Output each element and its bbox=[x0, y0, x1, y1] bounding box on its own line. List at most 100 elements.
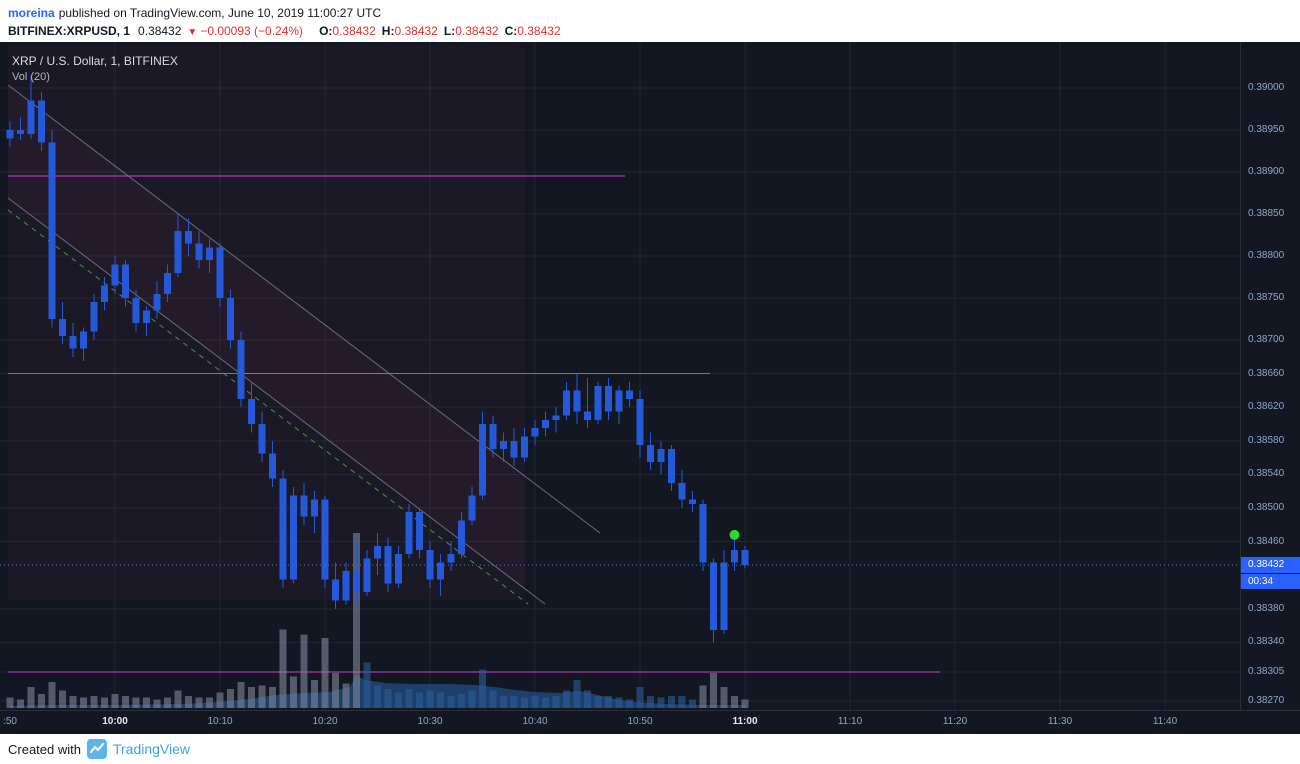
volume-bar bbox=[311, 680, 318, 708]
time-axis-label: 10:30 bbox=[417, 716, 443, 727]
candle bbox=[731, 550, 738, 563]
channel-fill bbox=[8, 85, 525, 589]
down-arrow-icon: ▼ bbox=[187, 27, 198, 38]
volume-bar bbox=[195, 697, 203, 708]
volume-bar bbox=[258, 685, 266, 708]
volume-bar bbox=[269, 687, 276, 708]
candle bbox=[689, 499, 696, 504]
volume-bar bbox=[405, 688, 413, 708]
time-axis[interactable]: :50 10:00 10:10 10:20 10:30 10:40 10:50 11:00 11… bbox=[0, 710, 1300, 734]
candle bbox=[258, 424, 266, 454]
candle bbox=[720, 562, 728, 630]
volume-indicator-label[interactable]: Vol (20) bbox=[12, 71, 50, 83]
time-axis-label: 11:30 bbox=[1047, 716, 1073, 727]
volume-bar bbox=[458, 694, 465, 708]
volume-bar bbox=[290, 676, 297, 708]
tradingview-logo-icon[interactable] bbox=[86, 739, 107, 759]
volume-bar bbox=[48, 681, 56, 708]
volume-bar bbox=[489, 690, 497, 708]
candle bbox=[374, 545, 381, 559]
candle bbox=[269, 453, 276, 479]
candle bbox=[101, 285, 108, 303]
trend-line[interactable] bbox=[7, 84, 601, 534]
volume-bar bbox=[594, 695, 602, 708]
price-axis-label: 0.38460 bbox=[1248, 535, 1285, 547]
candle bbox=[468, 495, 476, 521]
volume-bar bbox=[59, 690, 66, 708]
candle bbox=[594, 386, 602, 420]
candle bbox=[605, 386, 612, 412]
price-axis-label: 0.38305 bbox=[1248, 665, 1285, 677]
share-header: moreina published on TradingView.com, Jun… bbox=[0, 0, 1300, 42]
volume-bar bbox=[447, 695, 455, 708]
volume-bar bbox=[573, 680, 581, 708]
candle bbox=[195, 243, 203, 261]
candle bbox=[500, 440, 507, 450]
time-axis-label: 11:00 bbox=[732, 716, 758, 727]
volume-bar bbox=[657, 697, 665, 708]
volume-bar bbox=[542, 697, 549, 708]
last-price-marker bbox=[729, 529, 740, 540]
trend-line[interactable] bbox=[7, 197, 546, 605]
price-axis-label: 0.38580 bbox=[1248, 434, 1285, 446]
volume-bar bbox=[647, 695, 654, 708]
candle bbox=[6, 130, 14, 139]
volume-bar bbox=[510, 695, 518, 708]
candle bbox=[489, 424, 497, 450]
candle bbox=[437, 562, 444, 580]
volume-bar bbox=[416, 692, 423, 708]
candle bbox=[542, 419, 549, 429]
volume-bar bbox=[321, 638, 329, 708]
volume-bar bbox=[216, 692, 224, 708]
publish-info: published on TradingView.com, June 10, 2… bbox=[58, 6, 382, 20]
time-axis-label: 10:40 bbox=[522, 716, 548, 727]
price-axis-label: 0.38800 bbox=[1248, 250, 1285, 261]
volume-bar bbox=[143, 697, 150, 708]
volume-bar bbox=[741, 699, 749, 708]
volume-bar bbox=[395, 692, 402, 708]
candle bbox=[132, 298, 140, 324]
price-axis-label: 0.38380 bbox=[1248, 602, 1285, 614]
candle bbox=[164, 272, 171, 294]
price-axis[interactable]: 0.38432 00:34 0.39000 0.38950 0.38900 0.388… bbox=[1240, 42, 1300, 710]
candle bbox=[38, 100, 45, 143]
volume-bar bbox=[237, 681, 245, 708]
candle bbox=[699, 503, 707, 563]
price-axis-label: 0.38270 bbox=[1248, 695, 1285, 707]
volume-bar bbox=[479, 669, 486, 708]
candle bbox=[563, 390, 570, 416]
candle bbox=[741, 550, 749, 566]
volume-bar bbox=[531, 695, 539, 708]
volume-bar bbox=[678, 695, 686, 708]
tradingview-link[interactable]: TradingView bbox=[112, 741, 191, 757]
candle bbox=[426, 550, 434, 580]
price-axis-label: 0.38340 bbox=[1248, 636, 1285, 648]
author-link[interactable]: moreina bbox=[8, 6, 55, 20]
volume-bar bbox=[6, 697, 14, 708]
volume-bar bbox=[720, 687, 728, 708]
trend-midline[interactable] bbox=[7, 209, 529, 605]
volume-bar bbox=[363, 662, 371, 708]
candle bbox=[206, 247, 213, 261]
candle bbox=[248, 398, 255, 424]
time-axis-label: 10:10 bbox=[207, 716, 233, 727]
candle bbox=[17, 130, 24, 135]
candle bbox=[237, 340, 245, 399]
candle bbox=[332, 579, 339, 601]
price-axis-label: 0.39000 bbox=[1248, 82, 1285, 93]
time-axis-label: 11:40 bbox=[1152, 716, 1178, 727]
close-label: C: bbox=[504, 24, 518, 38]
volume-bar bbox=[584, 690, 591, 708]
candlestick-chart[interactable] bbox=[0, 42, 1240, 710]
candle bbox=[122, 264, 129, 298]
candle bbox=[174, 230, 182, 273]
open-value: 0.38432 bbox=[332, 24, 376, 38]
volume-bar bbox=[164, 697, 171, 708]
candle bbox=[80, 331, 87, 349]
volume-bar bbox=[332, 673, 339, 708]
chart-area[interactable]: XRP / U.S. Dollar, 1, BITFINEX Vol (20) … bbox=[0, 42, 1300, 734]
low-label: L: bbox=[443, 24, 456, 38]
price-axis-label: 0.38700 bbox=[1248, 334, 1285, 345]
volume-bar bbox=[353, 533, 360, 708]
candle bbox=[227, 298, 234, 340]
